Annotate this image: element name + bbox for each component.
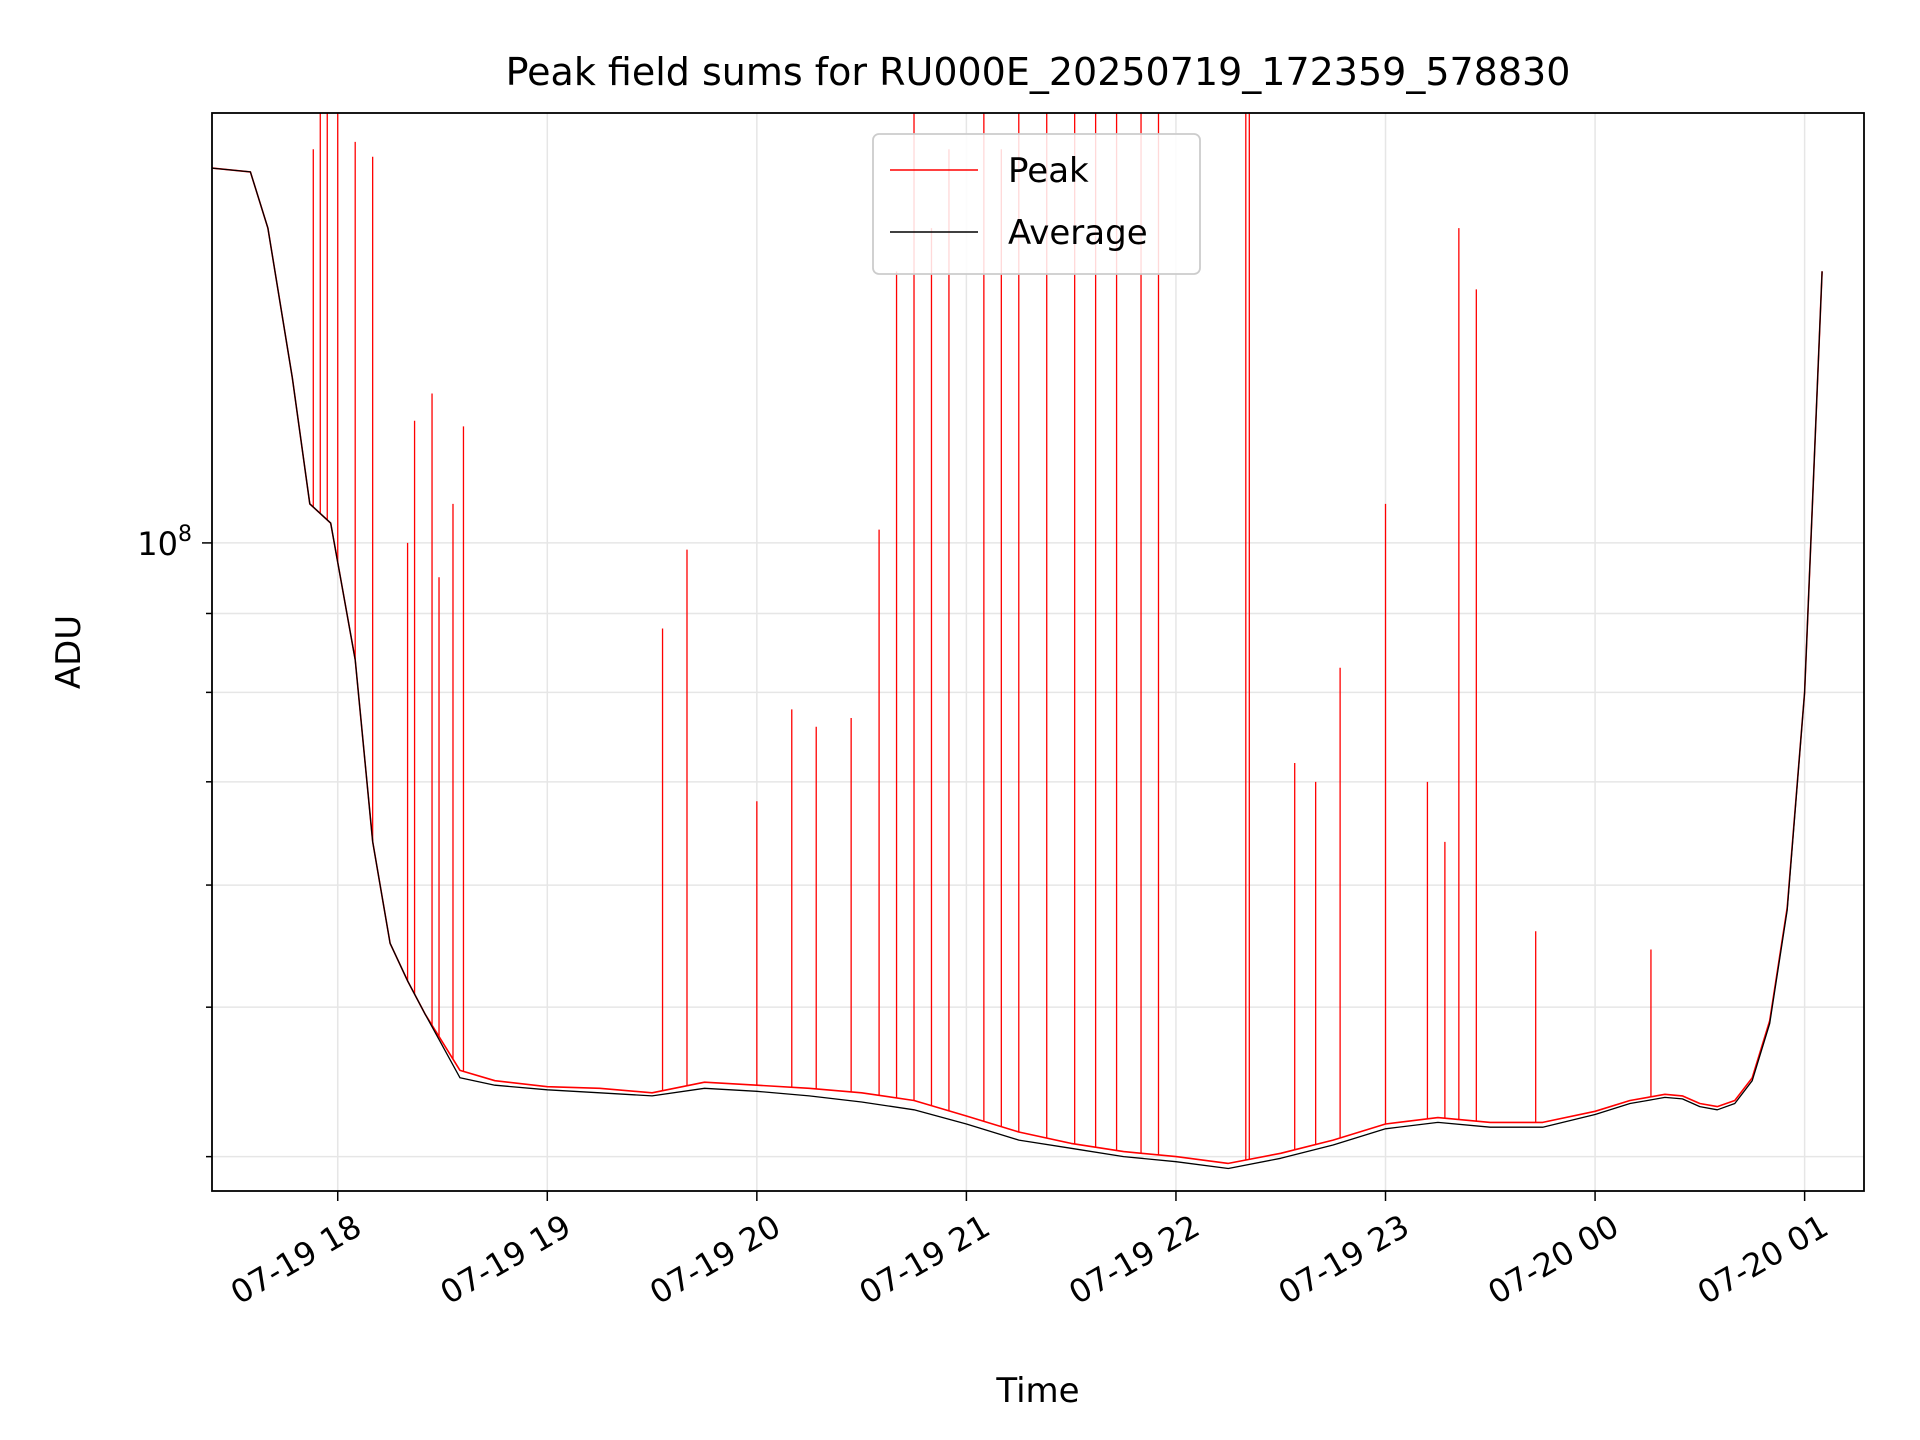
- legend-box: [872, 133, 1201, 275]
- axis-ticks: 07-19 18 07-19 19 07-19 20 07-19 21 07-19 22…: [137, 522, 1834, 1312]
- legend: Peak Average: [872, 133, 1201, 275]
- legend-label-peak: Peak: [1008, 151, 1089, 191]
- series-line-average: [211, 167, 1823, 1170]
- x-tick-label: 07-19 21: [853, 1207, 997, 1312]
- x-tick-label: 07-19 22: [1062, 1207, 1206, 1312]
- y-axis-label: ADU: [49, 615, 89, 689]
- y-tick-label: 108: [137, 522, 192, 563]
- series-layer: [211, 113, 1823, 1170]
- plot-frame: [211, 112, 1865, 1192]
- x-tick-label: 07-19 19: [434, 1207, 578, 1312]
- x-tick-label: 07-19 23: [1272, 1207, 1416, 1312]
- x-axis-label: Time: [995, 1371, 1079, 1411]
- chart-title: Peak field sums for RU000E_20250719_1723…: [506, 50, 1571, 94]
- x-tick-label: 07-20 00: [1481, 1207, 1625, 1312]
- x-tick-label: 07-19 20: [643, 1207, 787, 1312]
- x-tick-label: 07-19 18: [224, 1207, 368, 1312]
- x-tick-label: 07-20 01: [1691, 1207, 1835, 1312]
- legend-label-average: Average: [1008, 213, 1148, 253]
